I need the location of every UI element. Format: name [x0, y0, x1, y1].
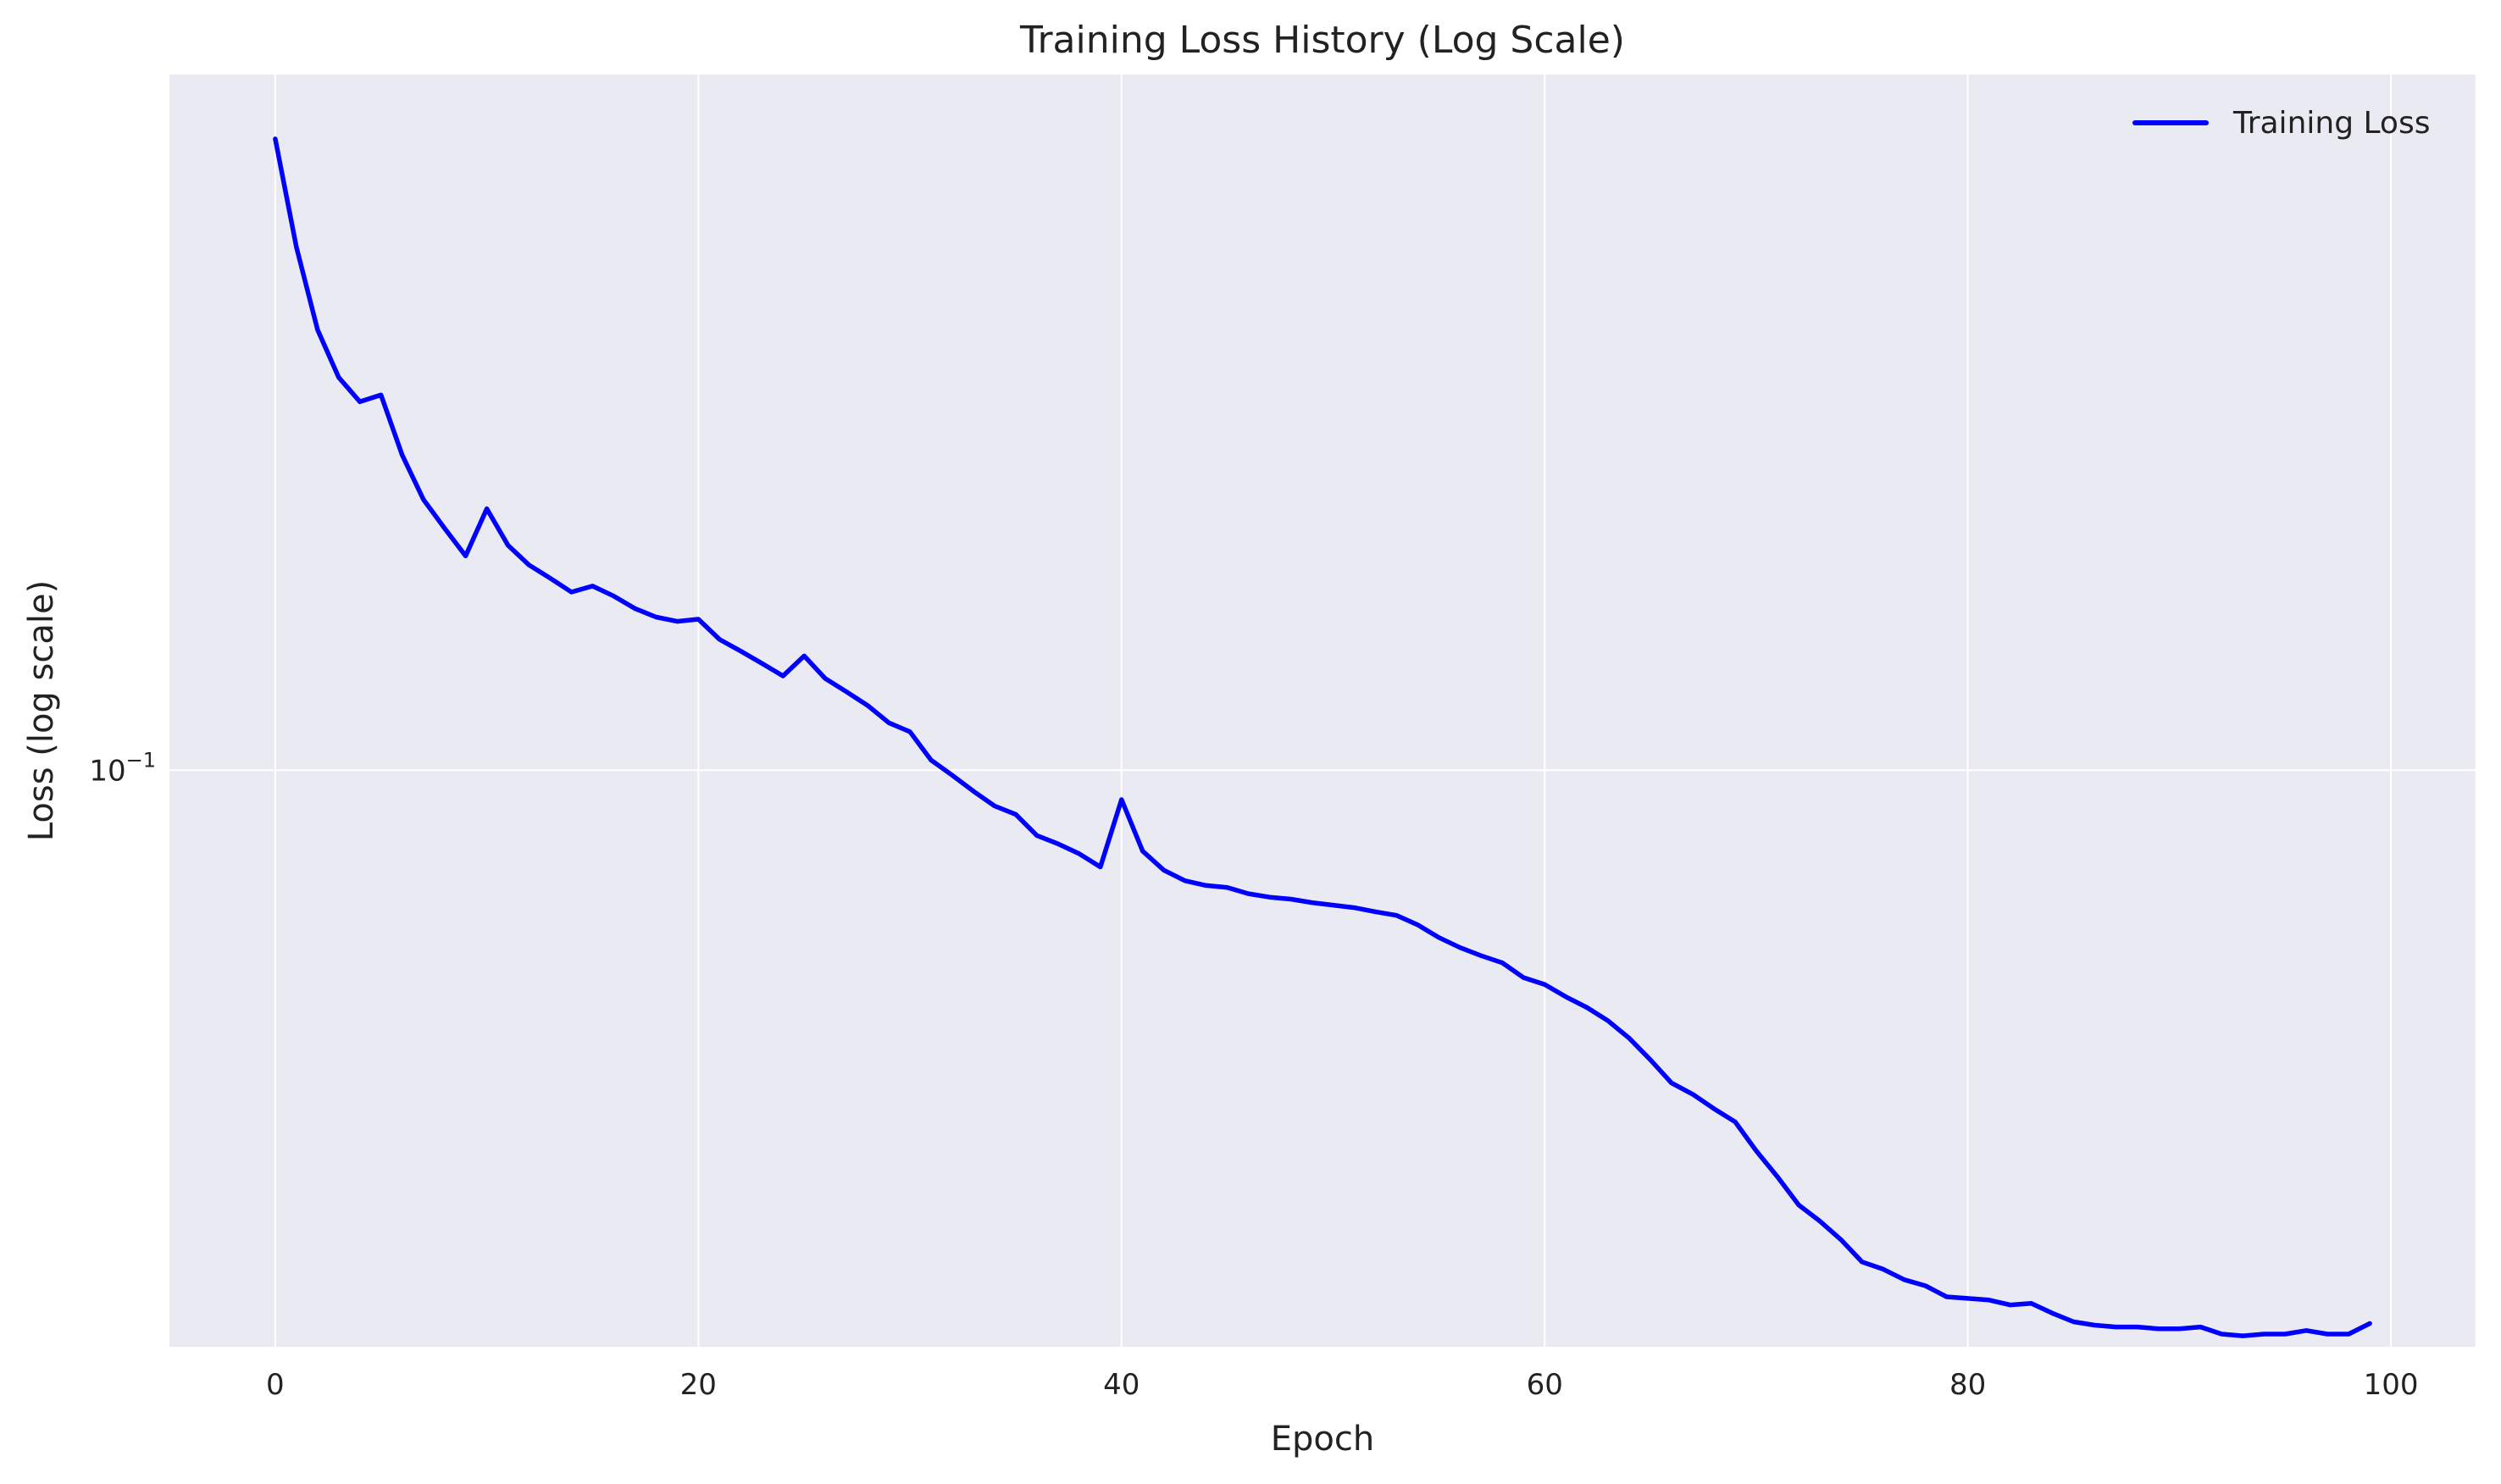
x-tick-label: 0 [266, 1368, 285, 1402]
plot-area [169, 75, 2476, 1347]
series-line-training-loss [273, 136, 2372, 1338]
series-layer [273, 136, 2372, 1338]
legend: Training Loss [2132, 106, 2430, 141]
y-tick-base: 10 [89, 754, 125, 788]
grid-lines [169, 75, 2476, 1347]
y-tick-label: 10−1 [89, 748, 156, 788]
x-axis-label: Epoch [1271, 1420, 1374, 1459]
x-tick-label: 100 [2364, 1368, 2419, 1402]
x-tick-label: 80 [1949, 1368, 1986, 1402]
y-tick-exponent: −1 [126, 748, 156, 772]
y-axis-label: Loss (log scale) [22, 580, 61, 841]
x-tick-label: 60 [1527, 1368, 1563, 1402]
chart-title: Training Loss History (Log Scale) [1019, 19, 1625, 62]
x-tick-labels: 0 20 40 60 80 100 [266, 1368, 2419, 1402]
x-tick-label: 40 [1103, 1368, 1140, 1402]
y-tick-labels: 10−1 [89, 748, 156, 788]
x-tick-label: 20 [680, 1368, 717, 1402]
legend-label-training-loss: Training Loss [2232, 106, 2430, 141]
